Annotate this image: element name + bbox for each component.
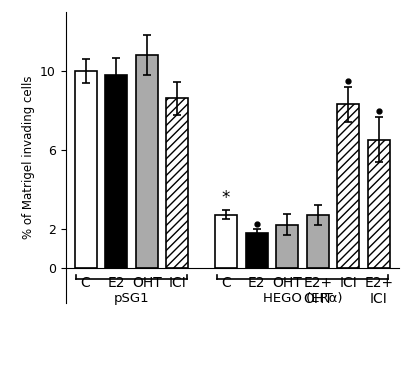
Text: pSG1: pSG1 <box>113 292 149 305</box>
Bar <box>246 233 268 268</box>
Bar <box>136 55 158 268</box>
Y-axis label: % of Matrigel invading cells: % of Matrigel invading cells <box>22 76 35 239</box>
Bar <box>215 215 237 268</box>
Bar <box>307 215 329 268</box>
Bar <box>368 140 390 268</box>
Text: *: * <box>222 189 230 207</box>
Bar <box>105 75 127 268</box>
Bar <box>276 224 298 268</box>
Bar <box>166 98 188 268</box>
Text: HEGO (ERα): HEGO (ERα) <box>263 292 342 305</box>
Bar <box>337 104 359 268</box>
Bar <box>75 71 97 268</box>
